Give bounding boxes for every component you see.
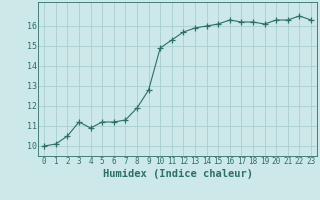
X-axis label: Humidex (Indice chaleur): Humidex (Indice chaleur) [103, 169, 252, 179]
